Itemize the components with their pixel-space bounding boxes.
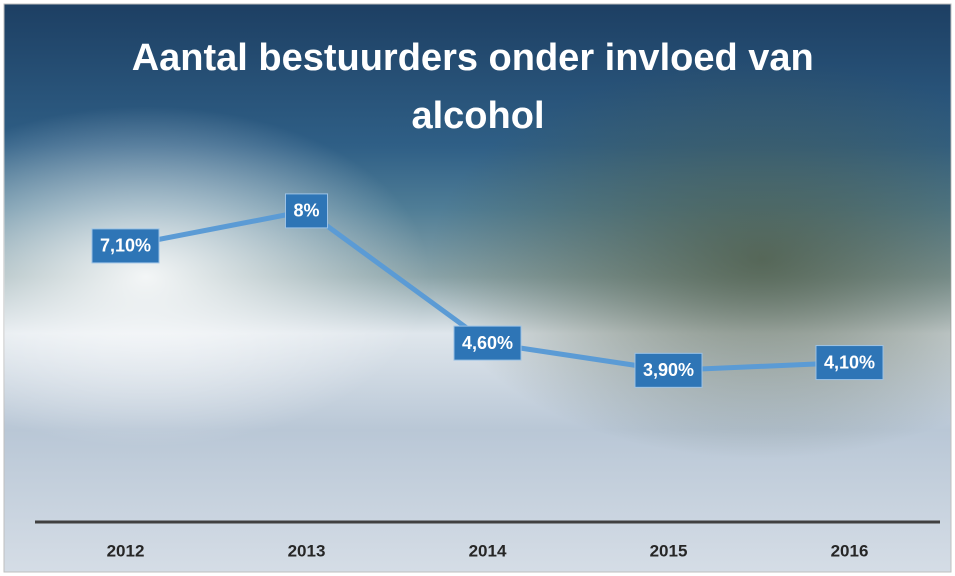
x-tick-label: 2013	[288, 541, 326, 560]
data-label-text: 4,10%	[824, 352, 875, 372]
chart: Aantal bestuurders onder invloed van alc…	[0, 0, 955, 576]
x-tick-label: 2016	[831, 541, 869, 560]
data-label: 7,10%	[92, 229, 159, 263]
data-label: 4,60%	[454, 326, 521, 360]
data-label: 3,90%	[635, 353, 702, 387]
data-label-text: 8%	[293, 201, 319, 221]
title-line: Aantal bestuurders onder invloed van	[132, 37, 814, 79]
x-tick-label: 2014	[469, 541, 507, 560]
x-tick-label: 2012	[107, 541, 145, 560]
page: Aantal bestuurders onder invloed van alc…	[0, 0, 955, 576]
data-label-text: 4,60%	[462, 333, 513, 353]
data-label: 4,10%	[816, 346, 883, 380]
data-label-text: 7,10%	[100, 236, 151, 256]
data-label-text: 3,90%	[643, 360, 694, 380]
x-tick-label: 2015	[650, 541, 688, 560]
title-line: alcohol	[411, 95, 544, 137]
data-label: 8%	[285, 194, 327, 228]
background-foam	[4, 4, 951, 572]
